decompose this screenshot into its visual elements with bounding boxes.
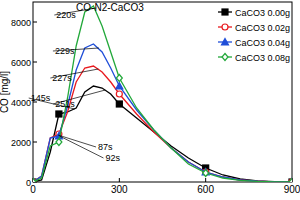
legend-symbol <box>222 24 228 30</box>
series-line <box>33 86 292 182</box>
series-line <box>33 6 292 182</box>
legend-label: CaCO3 0.04g <box>235 38 290 48</box>
marker <box>56 111 62 117</box>
y-tick-label: 0 <box>26 178 31 188</box>
annotation: 220s <box>56 10 76 20</box>
marker <box>289 179 292 183</box>
x-tick-label: 900 <box>284 184 300 195</box>
annotation: 87s <box>98 142 113 152</box>
y-tick-label: 8000 <box>11 18 31 28</box>
series-line <box>33 66 292 182</box>
annotation: 92s <box>105 153 120 163</box>
title: CO-N2-CaCO3 <box>76 2 144 13</box>
x-tick-label: 600 <box>197 184 214 195</box>
series-group <box>33 6 292 182</box>
marker <box>56 139 62 146</box>
x-tick-label: 300 <box>111 184 128 195</box>
x-tick-label: 0 <box>30 184 36 195</box>
annotation: 145s <box>31 93 51 103</box>
legend-marker <box>222 9 228 15</box>
marker <box>203 170 209 177</box>
y-tick-label: 6000 <box>11 58 31 68</box>
x-tick <box>119 178 120 182</box>
y-tick <box>33 62 37 63</box>
y-axis-label: CO [mg/l] <box>0 71 10 113</box>
legend-symbol <box>222 54 228 61</box>
marker <box>116 75 122 82</box>
legend-label: CaCO3 0.08g <box>235 53 290 63</box>
marker <box>33 179 36 183</box>
x-tick <box>205 178 206 182</box>
y-tick-label: 2000 <box>11 138 31 148</box>
marker <box>289 179 293 183</box>
annotation: 251s <box>55 99 75 109</box>
legend-label: CaCO3 0.02g <box>235 23 290 33</box>
annotation: 229s <box>55 46 75 56</box>
marker <box>289 179 292 182</box>
y-tick <box>33 22 37 23</box>
annotation-arrow <box>58 135 96 147</box>
y-tick-label: 4000 <box>11 98 31 108</box>
legend-symbol <box>222 39 229 46</box>
marker <box>116 101 122 107</box>
legend-marker <box>222 54 228 61</box>
plot-frame <box>33 2 292 182</box>
legend-symbol <box>222 9 228 15</box>
legend-marker <box>222 24 228 30</box>
legend-label: CaCO3 0.00g <box>235 8 290 18</box>
series-line <box>33 44 292 182</box>
y-tick <box>33 142 37 143</box>
marker <box>116 91 122 97</box>
annotation-arrow <box>59 136 103 158</box>
legend-marker <box>222 39 229 46</box>
legend: CaCO3 0.00g CaCO3 0.02g CaCO3 0.04g CaCO3 0… <box>218 8 290 63</box>
chart: 0 300 600 900 0 2000 4000 6000 8000 CO [mg/l] 220s… <box>0 0 300 200</box>
marker <box>289 179 292 182</box>
annotation: 227s <box>52 73 72 83</box>
